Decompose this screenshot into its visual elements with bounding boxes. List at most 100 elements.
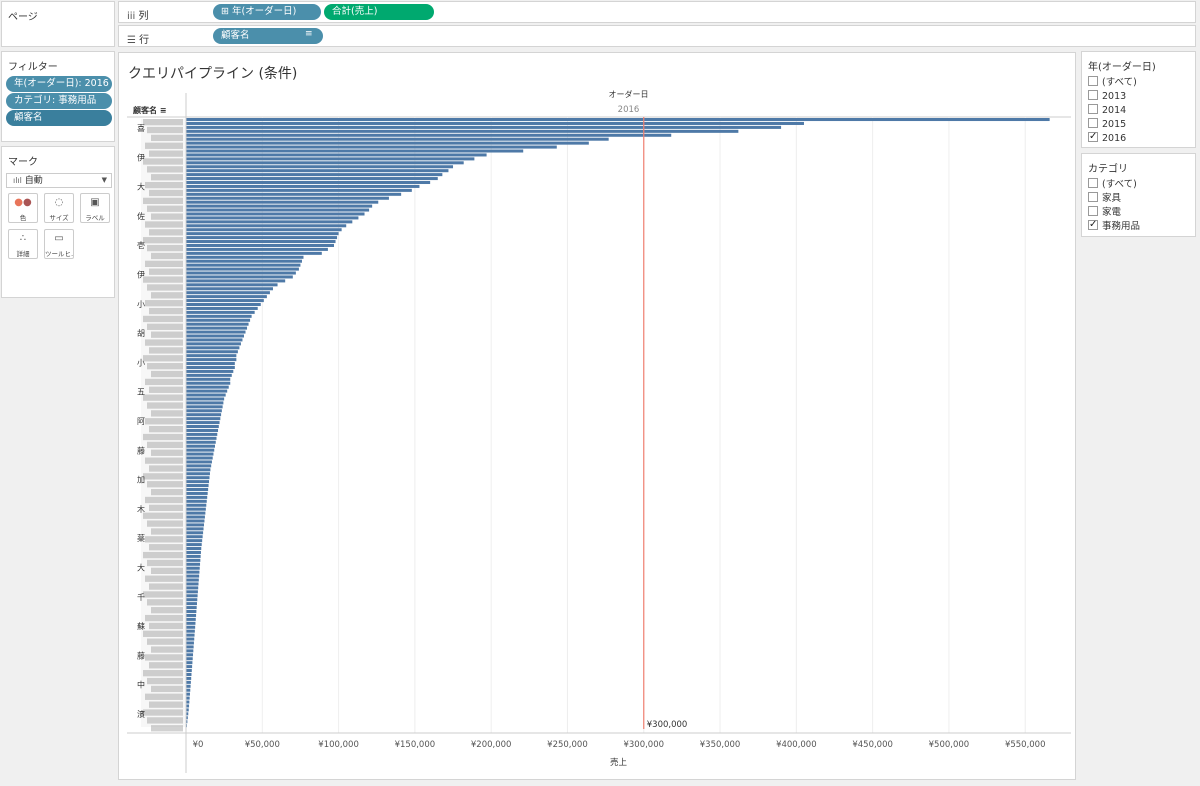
- filters-card: フィルター 年(オーダー日): 2016 カテゴリ: 事務用品 顧客名: [1, 51, 115, 142]
- category-option[interactable]: 家電: [1088, 206, 1121, 219]
- bar: [186, 708, 189, 712]
- size-button[interactable]: ◌ サイズ: [44, 193, 74, 223]
- bar: [186, 645, 194, 649]
- row-label: [143, 630, 183, 637]
- row-label: 木: [137, 504, 145, 514]
- mark-type-dropdown[interactable]: ılıl 自動 ▼: [6, 173, 112, 188]
- bar: [186, 487, 209, 492]
- column-pill-sum-sales[interactable]: 合計(売上): [324, 4, 434, 20]
- year-option[interactable]: 2013: [1088, 90, 1126, 103]
- row-label: [149, 622, 183, 630]
- bar: [186, 283, 278, 287]
- year-option[interactable]: 2016: [1088, 130, 1127, 145]
- bar: [186, 362, 235, 366]
- row-label: [145, 142, 183, 149]
- category-option-label: 家具: [1102, 193, 1122, 204]
- category-option-label: 事務用品: [1102, 221, 1141, 232]
- x-tick-label: ¥200,000: [471, 740, 512, 750]
- category-option[interactable]: 家具: [1088, 192, 1121, 205]
- year-checkbox[interactable]: [1088, 130, 1098, 143]
- bar: [186, 661, 193, 665]
- chevron-down-icon: ▼: [101, 176, 107, 184]
- row-label: [151, 134, 183, 142]
- bar: [186, 523, 205, 527]
- category-checkbox[interactable]: [1088, 178, 1098, 188]
- bar: [186, 680, 191, 684]
- row-label: [143, 394, 183, 401]
- row-label: [149, 229, 183, 236]
- filter-pill-year[interactable]: 年(オーダー日): 2016: [6, 76, 112, 92]
- category-option[interactable]: 事務用品: [1088, 218, 1141, 233]
- x-tick-label: ¥500,000: [929, 740, 970, 750]
- bar: [186, 118, 1050, 122]
- bar: [186, 491, 208, 495]
- row-label: [149, 662, 183, 669]
- color-button[interactable]: ●● 色: [8, 193, 38, 223]
- tooltip-icon: ▭: [54, 233, 64, 244]
- bar: [186, 657, 193, 661]
- row-label: [145, 614, 183, 622]
- pages-card[interactable]: ページ: [1, 1, 115, 47]
- bar: [186, 507, 206, 511]
- bar: [186, 381, 231, 385]
- column-header-title: オーダー日: [609, 89, 649, 99]
- row-label: [143, 158, 183, 165]
- detail-button[interactable]: ∴ 詳細: [8, 229, 38, 259]
- row-label: [149, 426, 183, 433]
- category-checkbox[interactable]: [1088, 192, 1098, 202]
- row-label: [147, 402, 183, 409]
- row-label: [147, 599, 183, 606]
- bar: [186, 499, 207, 503]
- label-button[interactable]: ▣ ラベル: [80, 193, 110, 223]
- row-label: [147, 717, 183, 724]
- year-checkbox[interactable]: [1088, 104, 1098, 114]
- filter-pill-customer[interactable]: 顧客名: [6, 110, 112, 126]
- row-label: 千: [137, 592, 145, 602]
- rows-icon: ☰: [127, 35, 136, 46]
- bar: [186, 350, 238, 354]
- category-checkbox[interactable]: [1088, 218, 1098, 231]
- column-pill-order-year[interactable]: ⊞ 年(オーダー日): [213, 4, 321, 20]
- year-option-label: 2016: [1102, 133, 1127, 144]
- bar: [186, 397, 225, 401]
- row-labels-column: [141, 119, 185, 727]
- row-label: [143, 473, 183, 480]
- bar: [186, 409, 222, 413]
- year-option[interactable]: 2015: [1088, 118, 1126, 131]
- category-option[interactable]: (すべて): [1088, 178, 1137, 191]
- tooltip-button[interactable]: ▭ ツールヒ…: [44, 229, 74, 259]
- bar: [186, 598, 198, 602]
- bar: [186, 330, 246, 334]
- detail-icon: ∴: [19, 233, 27, 244]
- bar: [186, 712, 189, 716]
- bar: [186, 196, 389, 200]
- filter-pill-category[interactable]: カテゴリ: 事務用品: [6, 93, 112, 109]
- row-label: 小: [137, 358, 145, 367]
- bar: [186, 125, 782, 129]
- size-icon: ◌: [54, 197, 64, 208]
- x-tick-label: ¥400,000: [776, 740, 817, 750]
- row-pill-customer-name[interactable]: 顧客名: [213, 28, 323, 44]
- bar: [186, 137, 609, 141]
- row-label: [145, 654, 183, 661]
- year-option[interactable]: (すべて): [1088, 76, 1137, 89]
- year-checkbox[interactable]: [1088, 118, 1098, 128]
- color-icon: ●●: [14, 197, 32, 208]
- marks-card-title: マーク: [8, 157, 38, 168]
- bar: [186, 676, 192, 680]
- category-checkbox[interactable]: [1088, 206, 1098, 216]
- row-label: 加: [137, 475, 145, 485]
- year-checkbox[interactable]: [1088, 90, 1098, 100]
- row-label: [145, 181, 183, 189]
- year-checkbox[interactable]: [1088, 76, 1098, 86]
- row-label: [143, 276, 183, 283]
- year-option[interactable]: 2014: [1088, 104, 1126, 117]
- row-label: 藤: [137, 445, 145, 455]
- bar: [186, 145, 557, 149]
- row-label: [149, 701, 183, 708]
- bar: [186, 621, 196, 625]
- rows-shelf[interactable]: ☰ 行 顧客名 ≡: [118, 25, 1196, 47]
- row-label: [143, 512, 183, 519]
- columns-shelf[interactable]: iii 列 ⊞ 年(オーダー日) 合計(売上): [118, 1, 1196, 23]
- bar: [186, 602, 197, 606]
